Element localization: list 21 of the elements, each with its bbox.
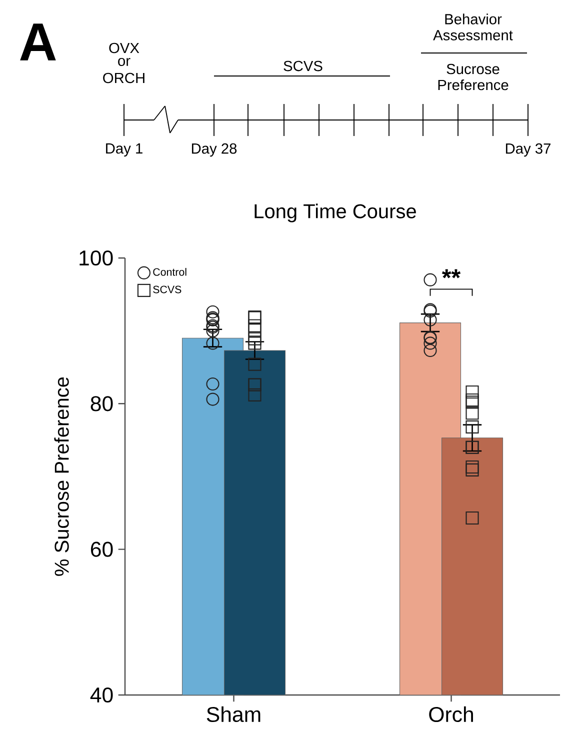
text: A — [20, 24, 56, 60]
text: Behavior Assessment — [433, 14, 513, 40]
text: SCVS — [284, 60, 322, 72]
y-tick-label: 40 — [90, 687, 113, 703]
text: Day 28 — [192, 143, 237, 157]
x-tick-label: Sham — [206, 706, 260, 722]
text: ORCH — [103, 72, 144, 84]
y-tick-label: 60 — [90, 542, 113, 557]
text: Sucrose Preference — [438, 64, 508, 90]
legend-label: Control — [153, 268, 186, 276]
text: Day 1 — [106, 143, 142, 157]
text: or — [118, 58, 130, 66]
y-axis-title: % Sucrose Preference — [54, 377, 69, 576]
chart-title: Long Time Course — [254, 204, 416, 222]
y-tick-label: 80 — [90, 396, 113, 412]
text: Day 37 — [506, 143, 550, 157]
legend-label: SCVS — [153, 286, 182, 294]
x-tick-label: Orch — [429, 706, 473, 722]
text: OVX — [109, 42, 140, 54]
annotation: ** — [442, 269, 461, 278]
y-tick-label: 100 — [80, 250, 113, 266]
